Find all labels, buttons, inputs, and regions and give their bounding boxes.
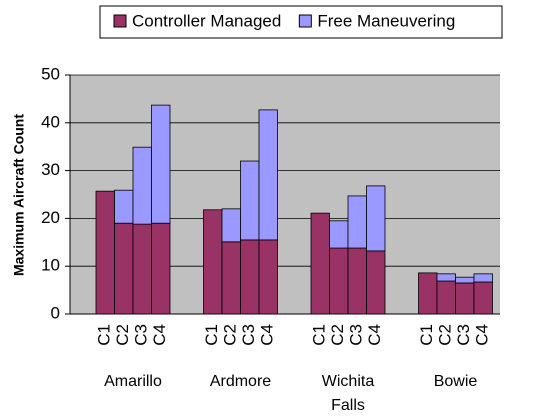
group-label-line: Ardmore [210,373,271,390]
bar-segment [221,241,241,315]
bar-segment [329,220,349,249]
bar-segment [95,190,115,315]
bar-segment [455,276,475,284]
bar-segment [203,209,223,315]
bar-segment [221,208,241,243]
bar-segment [240,239,260,315]
bar-segment [114,222,134,315]
group-label: Ardmore [210,373,271,390]
y-tick-label: 0 [51,303,60,322]
bar-segment [347,195,367,249]
x-tick-label: C2 [328,324,347,346]
bar-segment [473,273,493,283]
bar-segment [436,280,456,315]
bar-segment [132,146,152,225]
x-tick-label: C1 [417,324,436,346]
y-tick-label: 40 [41,112,60,131]
bar-segment [310,212,330,315]
bar-segment [258,239,278,315]
x-tick-label: C3 [347,324,366,346]
group-label-line: Falls [331,397,365,414]
x-tick-label: C3 [132,324,151,346]
bar-segment [418,272,438,315]
y-tick-label: 50 [41,64,60,83]
x-tick-label: C1 [310,324,329,346]
legend-swatch [298,14,312,28]
bar-segment [132,223,152,315]
x-tick-label: C3 [239,324,258,346]
group-label-line: Amarillo [104,373,162,390]
y-axis-label: Maximum Aircraft Count [11,114,27,276]
legend-label: Free Maneuvering [317,11,455,30]
x-tick-label: C2 [113,324,132,346]
x-tick-label: C4 [473,324,492,346]
x-tick-label: C4 [258,324,277,346]
bar-segment [473,281,493,315]
bar-segment [258,109,278,241]
group-label: Amarillo [104,373,162,390]
bar-segment [366,185,386,252]
x-tick-label: C4 [150,324,169,346]
y-tick-label: 30 [41,160,60,179]
bar-segment [240,160,260,241]
y-tick-label: 20 [41,208,60,227]
bar-segment [114,189,134,224]
bar-segment [455,282,475,315]
group-label-line: Wichita [322,373,375,390]
bar-segment [329,247,349,315]
group-label: Bowie [434,373,478,390]
bar-segment [347,247,367,315]
x-tick-label: C4 [365,324,384,346]
group-label: Wichita Falls [322,373,375,414]
x-tick-label: C2 [436,324,455,346]
legend-label: Controller Managed [132,11,281,30]
legend-swatch [113,14,127,28]
bar-segment [151,222,171,315]
bar-segment [436,273,456,282]
group-label-line: Bowie [434,373,478,390]
x-tick-label: C1 [202,324,221,346]
bar-segment [151,104,171,224]
y-tick-label: 10 [41,256,60,275]
x-tick-label: C1 [95,324,114,346]
x-tick-label: C3 [454,324,473,346]
bar-segment [366,250,386,315]
x-tick-label: C2 [221,324,240,346]
